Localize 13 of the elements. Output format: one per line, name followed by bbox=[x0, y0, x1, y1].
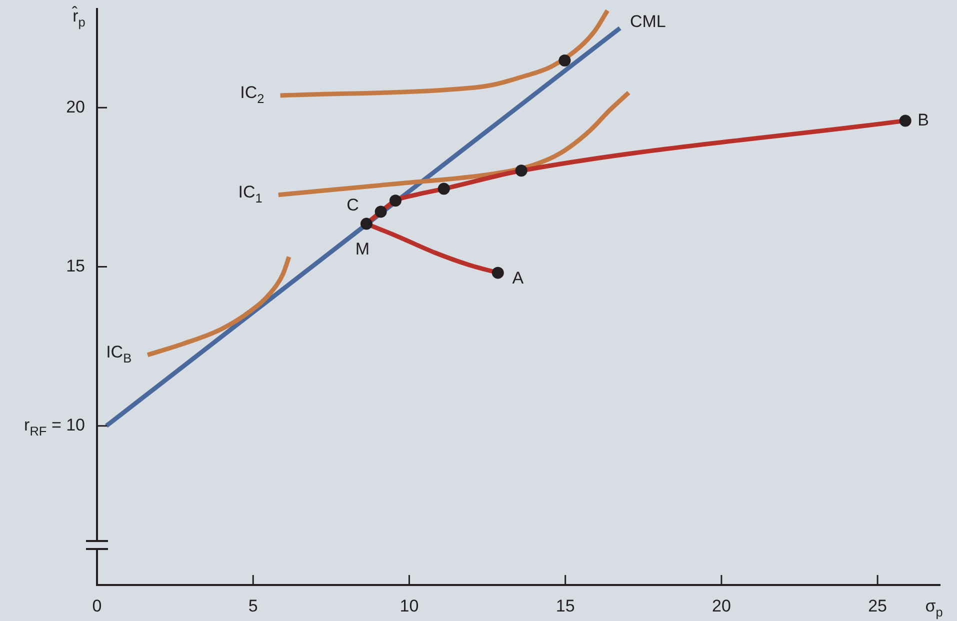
series-label: CML bbox=[630, 12, 666, 31]
annotation: M bbox=[355, 239, 370, 258]
x-tick-label: 15 bbox=[556, 596, 575, 616]
x-tick-label: 0 bbox=[92, 596, 102, 616]
x-tick-label: 25 bbox=[868, 596, 888, 616]
annotation: B bbox=[918, 110, 930, 130]
y-tick-label: 20 bbox=[66, 97, 86, 116]
y-tick-label: 15 bbox=[66, 256, 86, 276]
annotation: A bbox=[512, 268, 524, 288]
annotation: C bbox=[346, 195, 359, 214]
x-tick-label: 5 bbox=[248, 596, 258, 616]
x-tick-label: 10 bbox=[400, 596, 419, 616]
x-tick-label: 20 bbox=[712, 596, 731, 616]
